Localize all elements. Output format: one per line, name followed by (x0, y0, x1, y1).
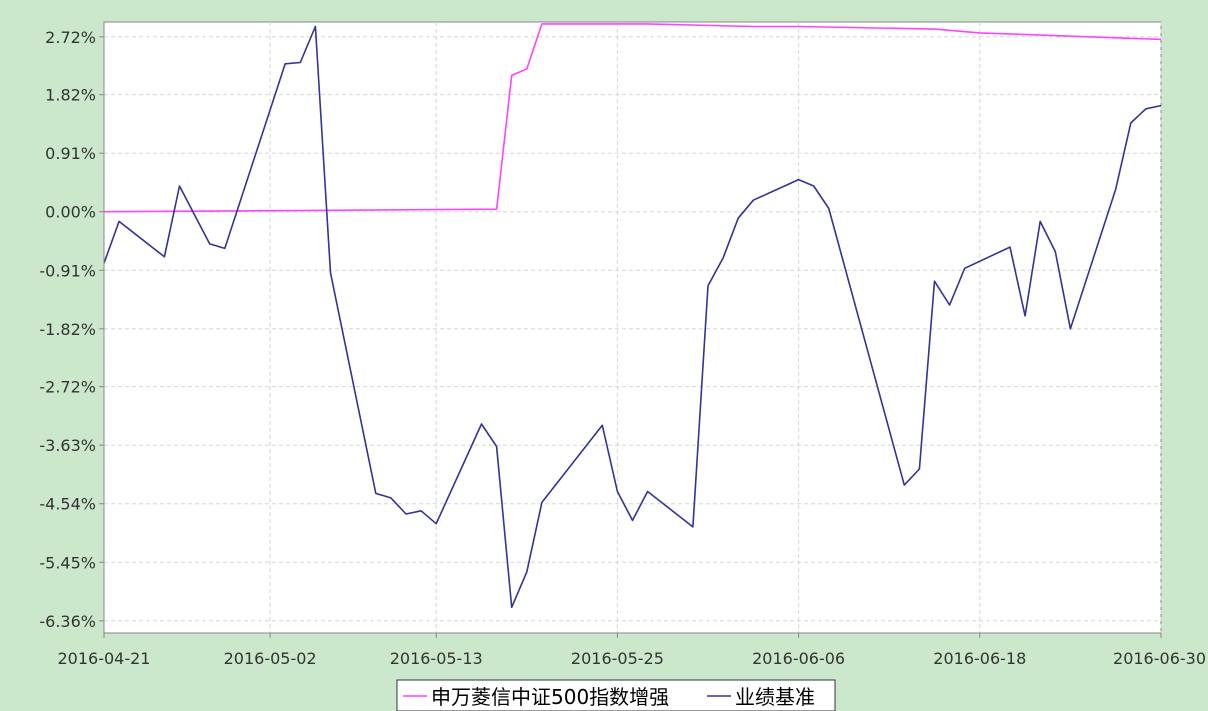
legend-label-series-1: 申万菱信中证500指数增强 (431, 685, 669, 709)
legend-label-series-2: 业绩基准 (735, 685, 815, 709)
legend: 申万菱信中证500指数增强 业绩基准 (396, 679, 836, 711)
x-tick-label: 2016-06-30 (1113, 649, 1206, 668)
y-axis: 2.72% 1.82% 0.91% 0.00% -0.91% -1.82% -2.72% -3… (39, 28, 104, 631)
y-tick-label: -4.54% (39, 495, 96, 514)
grid (103, 22, 1162, 633)
y-tick-label: -1.82% (39, 320, 96, 339)
y-tick-label: -2.72% (39, 378, 96, 397)
legend-box (396, 679, 836, 711)
plot-area (103, 21, 1162, 634)
series-lines (103, 23, 1162, 609)
y-tick-label: 1.82% (45, 86, 96, 105)
x-tick-label: 2016-06-18 (933, 649, 1026, 668)
y-tick-label: -3.63% (39, 436, 96, 455)
x-axis: 2016-04-21 2016-05-02 2016-05-13 2016-05-25… (58, 633, 1206, 668)
y-tick-label: -5.45% (39, 553, 96, 572)
y-tick-label: 0.91% (45, 144, 96, 163)
y-tick-label: -0.91% (39, 261, 96, 280)
y-tick-label: 0.00% (45, 203, 96, 222)
x-tick-label: 2016-05-13 (390, 649, 483, 668)
x-tick-label: 2016-04-21 (58, 649, 151, 668)
series-line-1 (103, 23, 1162, 213)
y-tick-label: -6.36% (39, 612, 96, 631)
series-line-2 (103, 25, 1162, 609)
x-tick-label: 2016-05-25 (571, 649, 664, 668)
x-tick-label: 2016-05-02 (224, 649, 317, 668)
y-tick-label: 2.72% (45, 28, 96, 47)
x-tick-label: 2016-06-06 (752, 649, 845, 668)
